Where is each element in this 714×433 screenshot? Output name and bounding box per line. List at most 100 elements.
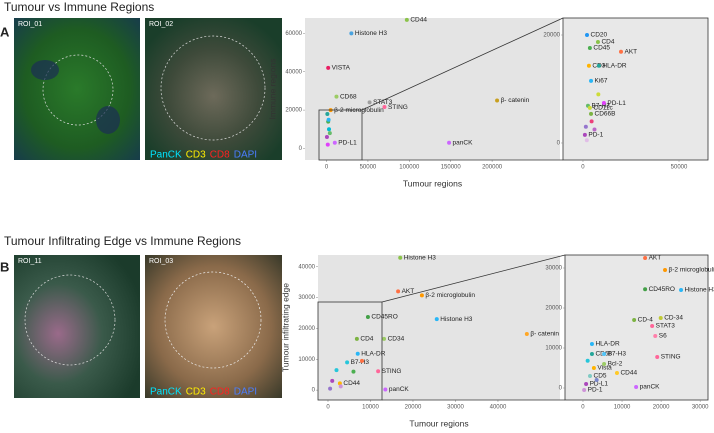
point-label: PD-1 bbox=[588, 132, 603, 139]
point-label: panCK bbox=[453, 139, 474, 146]
point-label: CD44 bbox=[410, 17, 427, 24]
point-label: CD11c bbox=[593, 105, 613, 112]
data-point bbox=[355, 351, 360, 356]
y-tick-label: 60000 bbox=[285, 31, 302, 37]
image-label: ROI_02 bbox=[149, 21, 173, 28]
point-label: PD-L1 bbox=[590, 381, 609, 388]
microscopy-image: ROI_02 PanCK CD3 CD8 DAPI bbox=[145, 18, 282, 161]
y-tick-label: 10000 bbox=[298, 357, 315, 363]
point-label: HLA-DR bbox=[595, 341, 620, 348]
x-tick-label: 30000 bbox=[447, 405, 464, 411]
point-label: panCK bbox=[640, 384, 661, 391]
chart: 0 10000 20000 30000 40000 0 10000 20000 30000 400… bbox=[280, 254, 560, 428]
data-point bbox=[585, 33, 590, 38]
data-point bbox=[325, 111, 330, 116]
microscopy-image: ROI_11 bbox=[14, 255, 140, 398]
data-point bbox=[328, 386, 333, 391]
data-point bbox=[345, 360, 350, 365]
point-label: Vista bbox=[597, 365, 612, 372]
point-label: CD-34 bbox=[664, 315, 683, 322]
data-point bbox=[354, 336, 359, 341]
x-tick-label: 0 bbox=[326, 405, 330, 411]
point-label: STAT3 bbox=[656, 323, 676, 330]
data-point bbox=[584, 382, 589, 386]
point-label: β-2 microglobulin bbox=[669, 267, 714, 274]
channel-name: CD8 bbox=[210, 150, 230, 161]
point-label: Histone H3 bbox=[440, 316, 473, 323]
panel-letter: B bbox=[0, 259, 9, 274]
data-point bbox=[326, 65, 331, 70]
channel-legend: PanCK CD3 CD8 DAPI bbox=[150, 150, 257, 161]
point-label: Ki67 bbox=[595, 78, 608, 85]
point-label: CD44 bbox=[343, 380, 360, 387]
data-point bbox=[349, 31, 354, 36]
data-point bbox=[447, 140, 452, 145]
data-point bbox=[619, 49, 623, 54]
x-axis-title: Tumour regions bbox=[409, 418, 468, 428]
channel-name: CD8 bbox=[210, 387, 230, 398]
y-tick-label: 40000 bbox=[298, 264, 315, 270]
x-tick-label: 50000 bbox=[671, 165, 688, 171]
data-point bbox=[332, 140, 337, 145]
x-tick-label: 20000 bbox=[653, 405, 670, 411]
data-point bbox=[324, 134, 329, 139]
data-point bbox=[658, 316, 663, 320]
data-point bbox=[589, 119, 594, 124]
data-point bbox=[592, 127, 597, 132]
chart: 0 10000 20000 30000 0 10000 20000 30000 AKT β-2 m… bbox=[545, 254, 714, 411]
point-label: PD-1 bbox=[588, 387, 603, 394]
x-tick-label: 100000 bbox=[399, 165, 420, 171]
data-point bbox=[589, 78, 594, 83]
data-point bbox=[601, 101, 606, 106]
data-point bbox=[587, 105, 592, 110]
point-label: CD20 bbox=[591, 32, 608, 39]
panel-title: Tumour vs Immune Regions bbox=[4, 0, 154, 14]
data-point bbox=[594, 378, 599, 382]
microscopy-image: ROI_01 bbox=[14, 18, 140, 160]
panel-letter: A bbox=[0, 24, 10, 39]
y-tick-label: 10000 bbox=[545, 346, 562, 352]
point-label: panCK bbox=[389, 386, 410, 393]
channel-name: DAPI bbox=[234, 150, 257, 161]
point-label: B7-H3 bbox=[591, 102, 610, 109]
point-label: CD-4 bbox=[638, 317, 654, 324]
microscopy-image: ROI_03 PanCK CD3 CD8 DAPI bbox=[145, 255, 282, 398]
data-point bbox=[334, 94, 339, 99]
channel-name: DAPI bbox=[234, 387, 257, 398]
data-point bbox=[419, 293, 424, 298]
channel-name: CD3 bbox=[186, 150, 206, 161]
y-tick-label: 0 bbox=[299, 146, 303, 152]
data-point bbox=[495, 98, 500, 103]
point-label: B7-H3 bbox=[351, 359, 370, 366]
data-point bbox=[584, 138, 589, 143]
point-label: β-2 microglobulin bbox=[425, 292, 475, 299]
point-label: CD66B bbox=[595, 111, 616, 118]
data-point bbox=[632, 318, 637, 322]
data-point bbox=[663, 268, 668, 272]
data-point bbox=[589, 352, 594, 356]
point-label: STAT3 bbox=[373, 99, 393, 106]
data-point bbox=[596, 63, 601, 68]
point-label: CD68 bbox=[340, 93, 357, 100]
chart: 050000020000CD20CD4CD45AKTCD3HLA-DRKi67B… bbox=[543, 17, 709, 171]
data-point bbox=[404, 17, 409, 22]
y-tick-label: 20000 bbox=[545, 306, 562, 312]
data-point bbox=[359, 358, 364, 363]
data-point bbox=[338, 384, 343, 389]
point-label: CD34 bbox=[388, 336, 405, 343]
image-label: ROI_11 bbox=[18, 258, 42, 265]
data-point bbox=[330, 378, 335, 383]
data-point bbox=[582, 388, 587, 392]
plot-area bbox=[562, 17, 709, 161]
data-point bbox=[595, 40, 600, 45]
y-axis-title: Tumour infiltrating edge bbox=[280, 283, 290, 372]
plot-area bbox=[564, 254, 709, 401]
channel-name: PanCK bbox=[150, 387, 182, 398]
data-point bbox=[634, 385, 639, 389]
data-point bbox=[679, 288, 684, 292]
data-point bbox=[587, 45, 592, 50]
point-label: CD4 bbox=[601, 39, 614, 46]
y-tick-label: 0 bbox=[559, 386, 563, 392]
